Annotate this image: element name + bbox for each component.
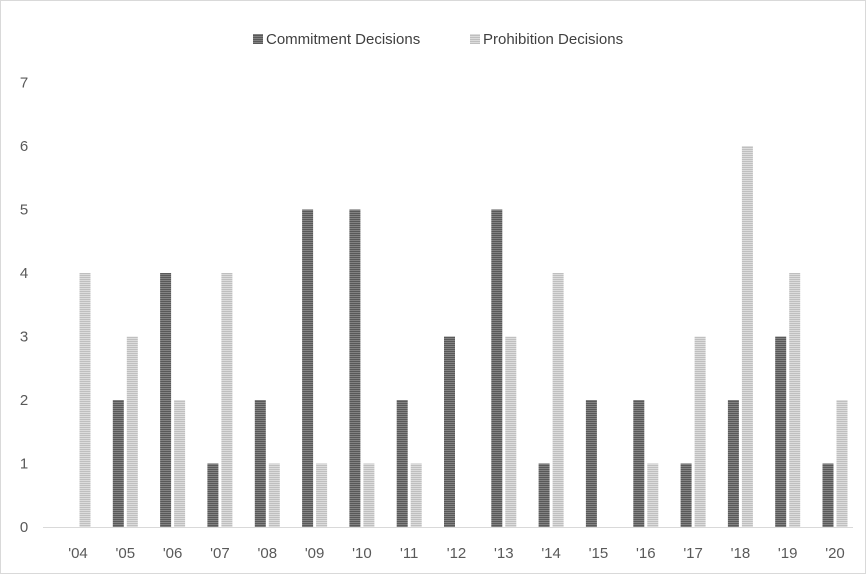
bar-commitment [396, 400, 408, 527]
y-tick-label: 5 [20, 202, 28, 219]
y-tick-label: 4 [20, 265, 28, 282]
bar-commitment [538, 463, 550, 527]
bar-commitment [822, 463, 834, 527]
bar-commitment [444, 336, 455, 527]
x-tick-label: '08 [258, 545, 278, 562]
bar-commitment [160, 273, 172, 527]
y-tick-label: 2 [20, 392, 28, 409]
x-tick-label: '07 [210, 545, 230, 562]
bar-prohibition [410, 463, 422, 527]
bar-commitment [349, 209, 361, 527]
bar-commitment [491, 209, 503, 527]
x-tick-label: '15 [589, 545, 609, 562]
legend-item-commitment: Commitment Decisions [253, 31, 420, 48]
bar-commitment [680, 463, 692, 527]
bar-prohibition [363, 463, 375, 527]
bar-commitment [633, 400, 645, 527]
x-tick-label: '20 [825, 545, 845, 562]
bar-prohibition [174, 400, 186, 527]
bar-commitment [112, 400, 124, 527]
y-axis-tick-labels: 0 1 2 3 4 5 6 7 [20, 75, 28, 537]
x-tick-label: '13 [494, 545, 514, 562]
bar-commitment [585, 400, 597, 527]
y-tick-label: 6 [20, 138, 28, 155]
y-tick-label: 0 [20, 519, 28, 536]
legend: Commitment Decisions Prohibition Decisio… [253, 31, 623, 48]
x-tick-label: '04 [68, 545, 88, 562]
x-tick-label: '17 [683, 545, 703, 562]
bar-commitment [727, 400, 739, 527]
bar-prohibition [79, 273, 91, 527]
x-tick-label: '12 [447, 545, 467, 562]
bar-prohibition [741, 146, 753, 527]
legend-item-prohibition: Prohibition Decisions [470, 31, 623, 48]
y-tick-label: 1 [20, 456, 28, 473]
bar-commitment [254, 400, 266, 527]
x-tick-label: '09 [305, 545, 325, 562]
x-tick-label: '18 [731, 545, 751, 562]
x-axis-tick-labels: '04 '05 '06 '07 '08 '09 '10 '11 '12 '13 '14 '15 '16 '… [68, 545, 845, 562]
legend-swatch-prohibition [470, 34, 480, 44]
bar-commitment [302, 209, 314, 527]
bar-prohibition [836, 400, 848, 527]
bar-prohibition [552, 273, 564, 527]
y-tick-label: 3 [20, 329, 28, 346]
bar-prohibition [268, 463, 280, 527]
x-tick-label: '11 [400, 545, 418, 562]
bar-prohibition [221, 273, 233, 527]
bar-prohibition [647, 463, 659, 527]
bar-prohibition [505, 336, 517, 527]
x-tick-label: '06 [163, 545, 183, 562]
y-tick-label: 7 [20, 75, 28, 92]
x-tick-label: '16 [636, 545, 656, 562]
legend-label-commitment: Commitment Decisions [266, 31, 420, 48]
legend-swatch-commitment [253, 34, 263, 44]
bar-prohibition [126, 336, 138, 527]
legend-label-prohibition: Prohibition Decisions [483, 31, 623, 48]
bar-commitment [775, 336, 787, 527]
bar-prohibition [694, 336, 706, 527]
x-tick-label: '19 [778, 545, 798, 562]
bar-prohibition [789, 273, 801, 527]
x-tick-label: '14 [541, 545, 561, 562]
x-tick-label: '05 [116, 545, 136, 562]
bars [79, 146, 848, 527]
x-tick-label: '10 [352, 545, 372, 562]
bar-commitment [207, 463, 219, 527]
bar-prohibition [316, 463, 328, 527]
